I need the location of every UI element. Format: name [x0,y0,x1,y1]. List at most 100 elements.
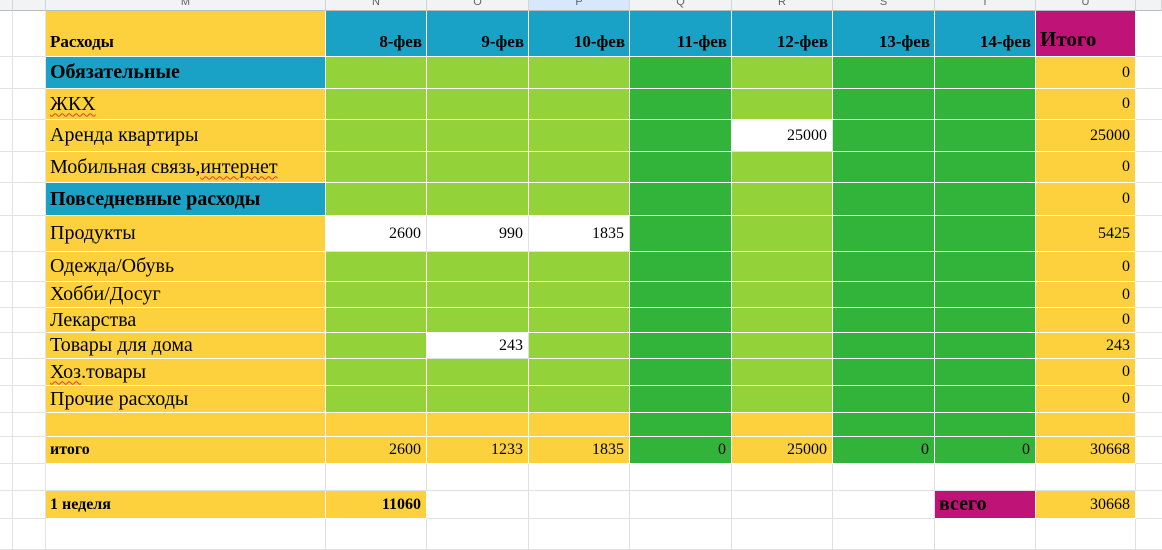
data-cell[interactable] [833,359,935,386]
data-cell[interactable] [529,386,630,413]
data-cell[interactable] [833,152,935,183]
data-cell[interactable] [630,252,732,282]
row-label-cell[interactable]: Мобильная связь, интернет [46,152,326,183]
total-cell[interactable]: 0 [1036,252,1136,282]
col-header-S[interactable]: S [833,0,935,11]
date-header-cell[interactable]: 11-фев [630,11,732,57]
data-cell[interactable] [427,519,529,550]
data-cell[interactable] [833,491,935,519]
data-cell[interactable] [529,183,630,216]
data-cell[interactable] [732,152,833,183]
data-cell[interactable] [833,464,935,491]
data-cell[interactable] [427,464,529,491]
total-cell[interactable] [1036,519,1136,550]
row-label-cell[interactable] [46,464,326,491]
data-cell[interactable]: 0 [833,437,935,464]
data-cell[interactable] [326,308,427,333]
data-cell[interactable] [529,333,630,359]
total-cell[interactable]: 0 [1036,152,1136,183]
data-cell[interactable] [326,252,427,282]
data-cell[interactable] [935,89,1036,120]
total-cell[interactable]: 0 [1036,57,1136,89]
date-header-cell[interactable]: 8-фев [326,11,427,57]
expenses-title-cell[interactable]: Расходы [46,11,326,57]
data-cell[interactable] [326,333,427,359]
data-cell[interactable] [833,57,935,89]
date-header-cell[interactable]: 14-фев [935,11,1036,57]
total-cell[interactable]: 243 [1036,333,1136,359]
data-cell[interactable] [833,519,935,550]
data-cell[interactable] [630,152,732,183]
data-cell[interactable] [326,89,427,120]
data-cell[interactable]: 2600 [326,216,427,252]
data-cell[interactable] [833,333,935,359]
data-cell[interactable]: 1233 [427,437,529,464]
row-label-cell[interactable]: 1 неделя [46,491,326,519]
data-cell[interactable] [427,152,529,183]
data-cell[interactable] [935,308,1036,333]
col-header-R[interactable]: R [732,0,833,11]
total-cell[interactable]: 0 [1036,359,1136,386]
data-cell[interactable]: 1835 [529,216,630,252]
data-cell[interactable] [935,120,1036,152]
total-cell[interactable]: 30668 [1036,437,1136,464]
total-cell[interactable]: 0 [1036,308,1136,333]
data-cell[interactable] [529,413,630,437]
data-cell[interactable]: 25000 [732,437,833,464]
data-cell[interactable] [732,386,833,413]
row-label-cell[interactable]: Повседневные расходы [46,183,326,216]
data-cell[interactable] [427,282,529,308]
data-cell[interactable] [427,89,529,120]
row-label-cell[interactable]: Одежда/Обувь [46,252,326,282]
col-header-P[interactable]: P [529,0,630,11]
row-label-cell[interactable]: Товары для дома [46,333,326,359]
data-cell[interactable] [630,183,732,216]
data-cell[interactable] [833,183,935,216]
data-cell[interactable] [935,386,1036,413]
data-cell[interactable] [326,464,427,491]
data-cell[interactable] [427,252,529,282]
data-cell[interactable] [529,252,630,282]
data-cell[interactable] [935,183,1036,216]
data-cell[interactable] [935,252,1036,282]
data-cell[interactable]: всего [935,491,1036,519]
total-cell[interactable]: 0 [1036,183,1136,216]
data-cell[interactable] [630,120,732,152]
data-cell[interactable] [529,57,630,89]
data-cell[interactable] [833,386,935,413]
data-cell[interactable] [630,89,732,120]
data-cell[interactable] [732,282,833,308]
row-label-cell[interactable]: Прочие расходы [46,386,326,413]
data-cell[interactable] [427,183,529,216]
data-cell[interactable] [427,413,529,437]
data-cell[interactable] [935,57,1036,89]
data-cell[interactable] [630,464,732,491]
data-cell[interactable] [529,120,630,152]
data-cell[interactable] [630,413,732,437]
col-header-O[interactable]: O [427,0,529,11]
data-cell[interactable]: 11060 [326,491,427,519]
data-cell[interactable] [427,308,529,333]
data-cell[interactable] [529,464,630,491]
data-cell[interactable] [935,152,1036,183]
date-header-cell[interactable]: 13-фев [833,11,935,57]
data-cell[interactable] [630,333,732,359]
data-cell[interactable] [630,57,732,89]
data-cell[interactable] [529,152,630,183]
date-header-cell[interactable]: 12-фев [732,11,833,57]
data-cell[interactable] [935,359,1036,386]
data-cell[interactable] [427,359,529,386]
data-cell[interactable] [326,152,427,183]
data-cell[interactable] [529,491,630,519]
col-header-N[interactable]: N [326,0,427,11]
data-cell[interactable] [833,120,935,152]
data-cell[interactable]: 243 [427,333,529,359]
data-cell[interactable] [326,386,427,413]
data-cell[interactable] [833,216,935,252]
total-cell[interactable] [1036,413,1136,437]
col-header-Q[interactable]: Q [630,0,732,11]
data-cell[interactable] [732,333,833,359]
row-label-cell[interactable]: ЖКХ [46,89,326,120]
total-cell[interactable]: 30668 [1036,491,1136,519]
data-cell[interactable]: 0 [630,437,732,464]
